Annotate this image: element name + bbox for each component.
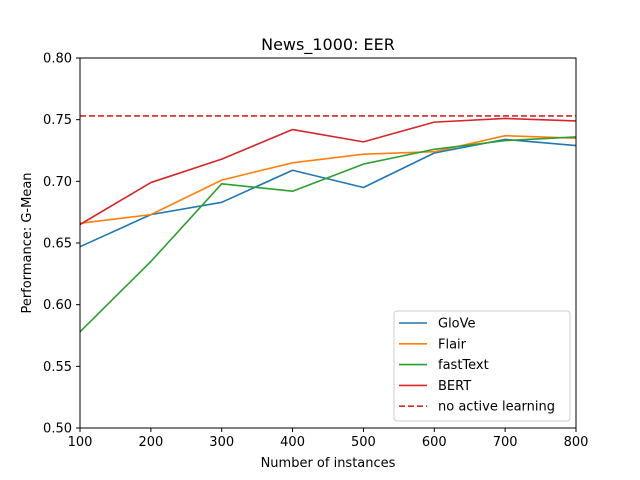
y-tick-label: 0.50 — [43, 422, 72, 437]
x-tick-label: 600 — [422, 435, 447, 450]
legend-label: no active learning — [438, 400, 555, 415]
y-tick-label: 0.55 — [43, 360, 72, 375]
y-tick-label: 0.80 — [43, 52, 72, 67]
series-line-0 — [79, 138, 577, 248]
legend: GloVe Flair fastText BERT no active learning — [393, 310, 571, 422]
x-tick-label: 700 — [493, 435, 518, 450]
x-tick-label: 100 — [68, 435, 93, 450]
x-tick-label: 200 — [138, 435, 163, 450]
chart-title: News_1000: EER — [261, 35, 395, 55]
y-axis-ticks: 0.50 0.55 0.60 0.65 0.70 0.75 0.80 — [43, 52, 80, 437]
legend-label: BERT — [438, 379, 471, 394]
x-tick-label: 800 — [564, 435, 589, 450]
legend-label: fastText — [438, 358, 489, 373]
series-line-1 — [79, 134, 577, 225]
x-tick-label: 400 — [280, 435, 305, 450]
y-tick-label: 0.70 — [43, 175, 72, 190]
x-tick-label: 500 — [351, 435, 376, 450]
x-tick-label: 300 — [209, 435, 234, 450]
y-tick-label: 0.75 — [43, 113, 72, 128]
legend-label: GloVe — [438, 317, 476, 332]
legend-label: Flair — [438, 337, 467, 352]
y-axis-label: Performance: G-Mean — [20, 172, 35, 313]
x-axis-ticks: 100 200 300 400 500 600 700 800 — [68, 428, 589, 450]
series-line-3 — [79, 117, 577, 226]
y-tick-label: 0.65 — [43, 237, 72, 252]
x-axis-label: Number of instances — [261, 456, 396, 471]
legend-box — [393, 310, 571, 422]
y-tick-label: 0.60 — [43, 298, 72, 313]
plot-lines — [79, 115, 577, 333]
series-line-2 — [79, 136, 577, 333]
